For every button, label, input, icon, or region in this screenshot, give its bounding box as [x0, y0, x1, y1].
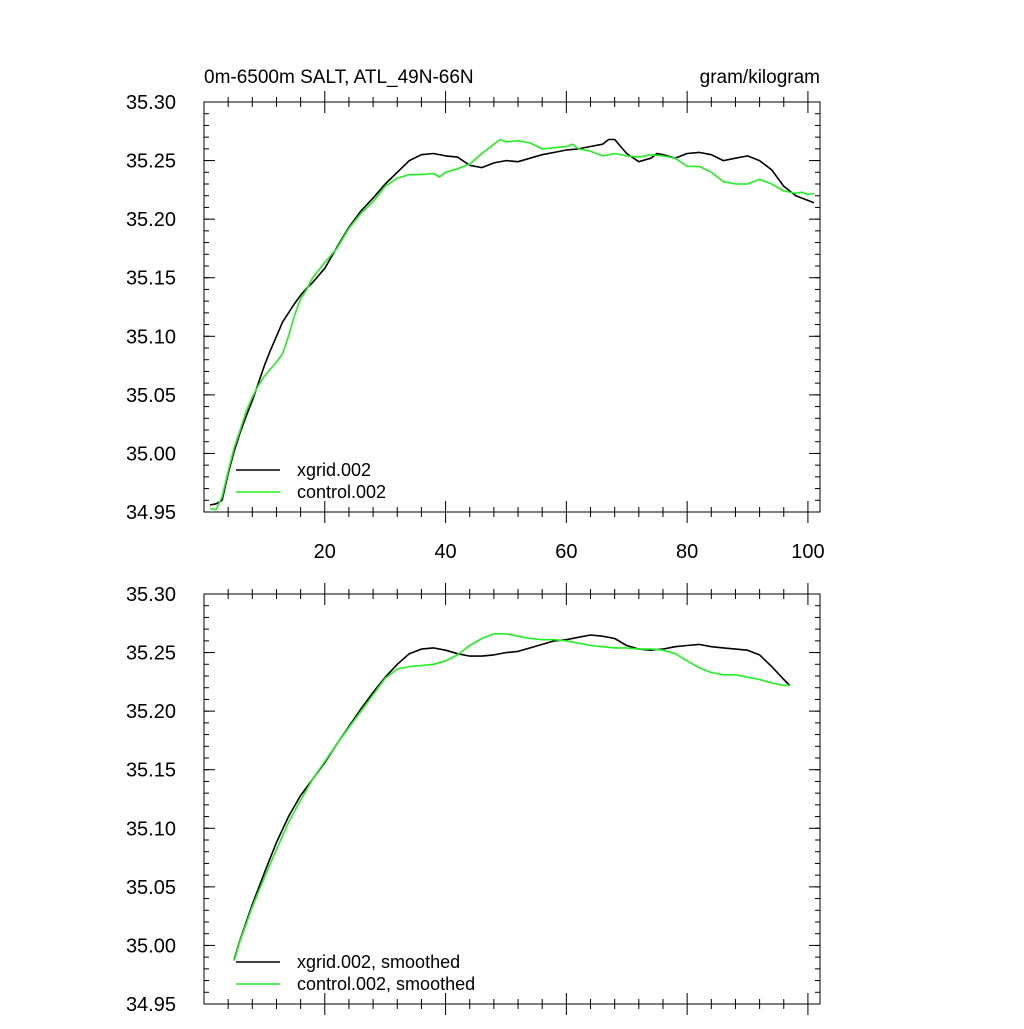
y-tick-label: 35.15: [126, 760, 176, 782]
y-tick-label: 35.20: [126, 209, 176, 231]
y-tick-label: 35.10: [126, 326, 176, 348]
y-tick-label: 35.30: [126, 92, 176, 114]
x-tick-label: 60: [555, 541, 577, 563]
chart-title: 0m-6500m SALT, ATL_49N-66N: [204, 67, 474, 88]
legend-label: control.002, smoothed: [297, 974, 475, 994]
plot-frame: [203, 593, 821, 1005]
y-tick-label: 35.05: [126, 877, 176, 899]
y-tick-label: 35.30: [126, 584, 176, 606]
series-line-xgrid: [209, 138, 815, 506]
y-tick-label: 34.95: [126, 502, 176, 524]
x-tick-label: 20: [314, 541, 336, 563]
y-tick-label: 35.25: [126, 643, 176, 665]
y-tick-label: 35.05: [126, 385, 176, 407]
y-tick-label: 35.15: [126, 268, 176, 290]
x-tick-label: 100: [791, 541, 824, 563]
y-tick-label: 35.00: [126, 443, 176, 465]
top-panel: 0m-6500m SALT, ATL_49N-66N gram/kilogram…: [126, 67, 825, 563]
y-tick-label: 35.20: [126, 701, 176, 723]
x-tick-label: 80: [676, 541, 698, 563]
y-tick-label: 35.10: [126, 818, 176, 840]
legend-label: control.002: [297, 482, 386, 502]
y-tick-label: 34.95: [126, 994, 176, 1016]
bottom-panel: 34.95 35.00 35.05 35.10 35.15 35.20 35.25 35.30…: [126, 583, 821, 1016]
series-line-control: [209, 138, 815, 511]
y-tick-label: 35.00: [126, 935, 176, 957]
legend-label: xgrid.002: [297, 460, 371, 480]
units-label: gram/kilogram: [700, 67, 820, 88]
y-tick-label: 35.25: [126, 151, 176, 173]
plot-frame: [203, 101, 821, 513]
series-line-control: [233, 633, 790, 961]
x-tick-label: 40: [434, 541, 456, 563]
legend-label: xgrid.002, smoothed: [297, 952, 460, 972]
